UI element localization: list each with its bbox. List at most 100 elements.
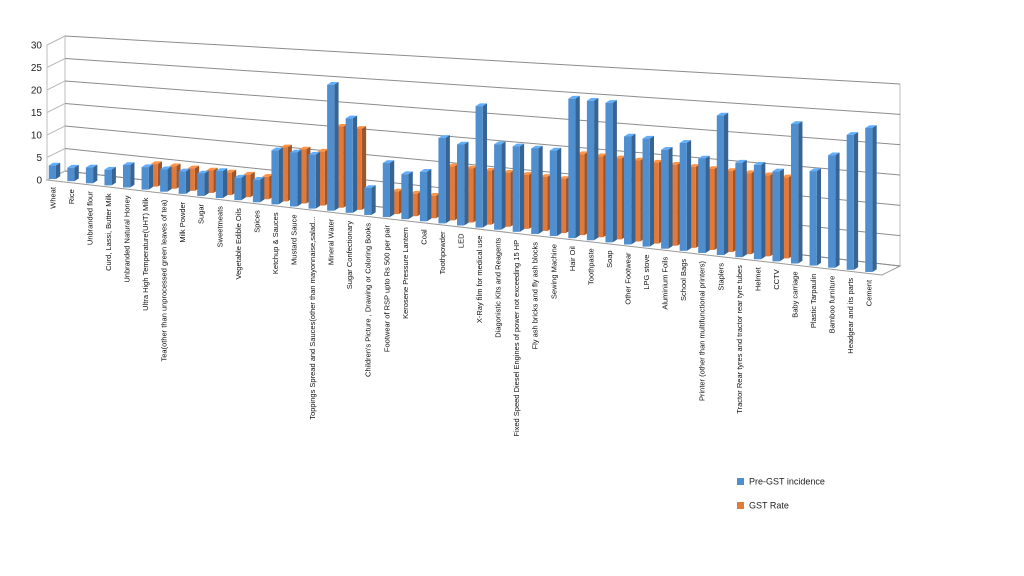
legend: Pre-GST incidence GST Rate [737,477,825,511]
bar-pre-gst-side [427,169,432,222]
bar-pre-gst-top [865,125,877,128]
bar-pre-gst-top [512,143,525,147]
x-tick-label: School Bags [679,259,688,301]
bar-pre-gst-top [716,112,729,116]
x-tick-label: Unbranded flour [85,191,94,245]
gridline [64,35,901,85]
x-tick-label: Tea(other than unprocessed green leaves … [160,199,169,361]
x-tick-label: Ketchup & Sauces [271,212,280,274]
bar-pre-gst-side [464,141,469,226]
bar-pre-gst [494,141,506,230]
x-tick-label: Toppings Spread and Sauces(other than ma… [308,217,317,420]
bar-pre-gst-side [816,168,822,266]
bar-pre-gst-front [178,171,186,194]
x-tick-label: Toothpowder [438,231,447,274]
bar-pre-gst-front [197,173,205,196]
bar-pre-gst [345,115,358,213]
bar-pre-gst [234,174,246,201]
bar-pre-gst-top [85,164,98,168]
bar-pre-gst-front [753,164,762,260]
bar-pre-gst-side [222,168,228,199]
bar-pre-gst-front [234,177,242,201]
bar-pre-gst-side [575,95,580,239]
bar-pre-gst-front [698,158,706,253]
bar-pre-gst-top [178,168,191,172]
gridline-side [46,58,66,68]
bar-pre-gst-top [327,81,339,85]
x-tick-label: Aluminium Foils [661,256,670,309]
legend-label-pre-gst: Pre-GST incidence [749,477,825,487]
bar-pre-gst [215,168,228,199]
bar-gst-rate-top [410,190,422,194]
bar-pre-gst-top [753,162,766,165]
bar-gst-rate-top [540,174,552,177]
bar-gst-rate-top [150,161,163,165]
bar-pre-gst-side [761,162,766,260]
x-tick-label: Cement [865,279,874,306]
bar-pre-gst-front [512,146,520,232]
bar-pre-gst-front [401,174,409,220]
bar-gst-rate-top [354,126,367,129]
bar-pre-gst-top [141,164,154,168]
bar-gst-rate-top [558,176,571,180]
bar-pre-gst-side [352,115,358,213]
bar-pre-gst [178,168,191,194]
bar-pre-gst [85,164,98,184]
x-tick-label: Spices [252,210,261,233]
bar-pre-gst [123,162,135,188]
bar-gst-rate-front [633,160,641,242]
bar-pre-gst-side [111,166,116,186]
bar-pre-gst-top [419,169,432,172]
bar-gst-rate-top [466,165,478,169]
bar-pre-gst-front [549,150,557,237]
bar-gst-rate-front [410,193,418,217]
bar-pre-gst-top [661,146,673,150]
bar-pre-gst [605,100,617,243]
x-tick-label: Diagonistic Kits and Reagents [494,237,503,337]
x-tick-label: Sugar [197,203,206,224]
bar-pre-gst-top [605,100,617,103]
x-tick-label: Sewing Machine [549,244,558,299]
bar-gst-rate-top [633,157,645,161]
bar-pre-gst-top [197,170,209,174]
bar-pre-gst [828,152,840,268]
bar-pre-gst-side [556,147,562,237]
x-tick-label: Fly ash bricks and fly ash blocks [531,242,540,350]
x-tick-label: Kerosene Pressure Lantern [401,227,410,319]
bar-pre-gst-top [160,166,172,170]
x-tick-label: Fixed Speed Diesel Engines of power not … [512,240,521,437]
bar-pre-gst-side [594,98,599,241]
bar-pre-gst [457,141,469,226]
bar-pre-gst [475,103,488,228]
bar-pre-gst-side [798,121,803,264]
bar-pre-gst-front [865,127,873,272]
bar-pre-gst-front [531,148,539,234]
bar-gst-rate-top [762,172,775,176]
bar-gst-rate-front [595,156,604,238]
bar-pre-gst-front [438,137,446,224]
bar-pre-gst-side [872,125,877,272]
bar-pre-gst-side [297,149,302,207]
bar-gst-rate-top [299,146,311,150]
bar-pre-gst-side [631,133,636,245]
bar-pre-gst-side [148,164,154,190]
bar-pre-gst-side [649,135,655,247]
x-axis-labels: Wheat Rice Unbranded flour Curd, Lassi, But… [48,186,873,436]
bar-pre-gst-side [371,185,376,215]
bar-pre-gst-front [252,179,261,203]
bar-pre-gst [865,125,877,272]
bar-pre-gst-front [642,138,650,247]
bar-pre-gst-side [705,155,710,253]
x-tick-label: Vegetable Edible Oils [234,208,243,280]
bar-gst-rate-front [670,164,678,246]
bar-pre-gst-top [252,177,265,180]
bar-pre-gst-side [74,164,79,182]
bar-gst-rate-front [725,171,733,253]
x-tick-label: Staplers [716,263,725,291]
y-tick-label: 20 [31,86,43,97]
bar-pre-gst-front [48,165,56,180]
bar-pre-gst [104,166,116,186]
bar-pre-gst-side [389,160,395,218]
bar-gst-rate-front [261,176,270,200]
bar-gst-rate-front [224,172,232,196]
